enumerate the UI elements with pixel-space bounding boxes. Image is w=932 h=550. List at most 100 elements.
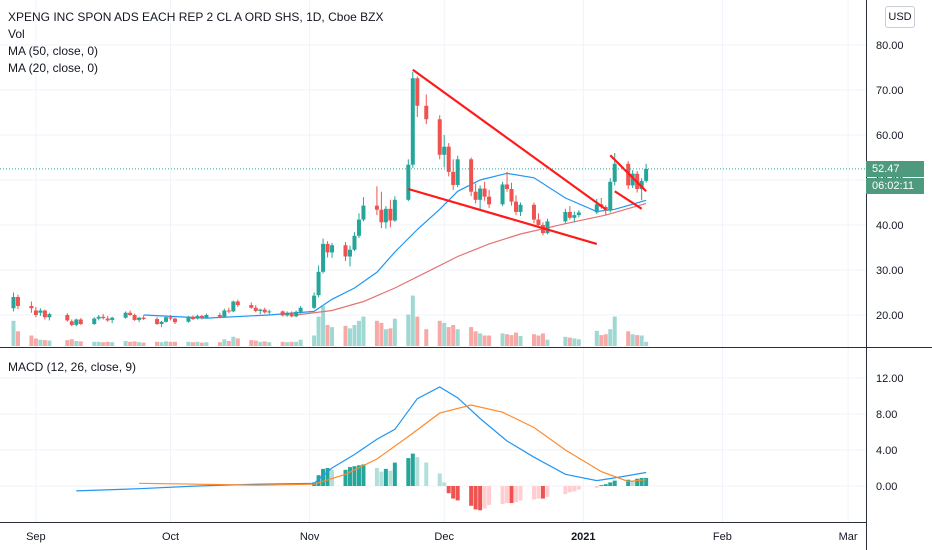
candle-body — [285, 312, 290, 316]
last-price-badge: 52.47 — [866, 161, 924, 177]
volume-bar — [96, 341, 101, 346]
volume-bar — [164, 341, 169, 346]
legend-macd[interactable]: MACD (12, 26, close, 9) — [8, 360, 137, 374]
histogram-bar — [563, 486, 568, 495]
candle — [545, 218, 550, 235]
legend-volume[interactable]: Vol — [8, 27, 25, 41]
candle-body — [514, 201, 519, 212]
candle — [473, 183, 478, 204]
candle — [128, 310, 133, 316]
candle — [361, 197, 366, 222]
volume-bar — [415, 316, 420, 346]
candle — [487, 189, 492, 208]
candle-body — [482, 188, 487, 197]
volume-bar — [253, 340, 258, 346]
histogram-bar — [406, 458, 411, 486]
candle — [536, 213, 541, 229]
trendline — [614, 190, 643, 210]
volume-bar — [258, 341, 263, 346]
volume-bar — [235, 338, 240, 346]
candle — [379, 191, 384, 229]
volume-bar — [424, 329, 429, 346]
volume-bar — [110, 342, 115, 346]
candle-body — [96, 316, 101, 319]
candle — [343, 242, 348, 261]
legend-ma20[interactable]: MA (20, close, 0) — [8, 61, 99, 75]
legend-ma50[interactable]: MA (50, close, 0) — [8, 44, 99, 58]
candle-body — [361, 205, 366, 220]
volume-bar — [101, 342, 106, 346]
candle — [482, 181, 487, 201]
volume-bar — [199, 342, 204, 346]
candle — [294, 310, 299, 318]
volume-bar — [536, 335, 541, 346]
price-tick-label: 20.00 — [876, 310, 904, 322]
candle-body — [567, 211, 572, 218]
candle-body — [383, 208, 388, 223]
currency-button[interactable]: USD — [885, 6, 915, 28]
volume-bar — [204, 342, 209, 346]
histogram-bar — [626, 479, 631, 486]
candle-body — [199, 315, 204, 318]
histogram-bar — [505, 486, 510, 504]
time-tick-label: Feb — [713, 531, 732, 543]
candle-body — [576, 212, 581, 216]
histogram-bar — [599, 485, 604, 486]
candle — [608, 178, 613, 213]
candle-body — [505, 184, 510, 189]
histogram-bar — [446, 486, 451, 494]
ma20-line — [143, 172, 647, 319]
candle — [262, 307, 267, 314]
time-tick-label: 2021 — [571, 531, 595, 543]
candle — [437, 115, 442, 160]
candle — [38, 308, 43, 316]
candle — [639, 178, 644, 201]
volume-bar — [285, 342, 290, 346]
volume-bar — [231, 336, 236, 346]
candle — [186, 315, 191, 323]
price-tick-label: 60.00 — [876, 130, 904, 142]
volume-bar — [128, 341, 133, 346]
volume-bar — [644, 341, 649, 346]
candle-body — [47, 314, 52, 318]
candle — [137, 316, 142, 323]
volume-bar — [531, 334, 536, 346]
histogram-bar — [603, 484, 608, 486]
histogram-bar — [576, 486, 581, 490]
candle — [78, 318, 83, 325]
volume-bar — [325, 325, 330, 346]
candle — [29, 301, 34, 313]
volume-bar — [518, 335, 523, 346]
candle — [253, 305, 258, 313]
candle — [478, 185, 483, 210]
candle-body — [639, 180, 644, 189]
trendline — [408, 187, 598, 245]
volume-bar — [159, 342, 164, 346]
candle-body — [168, 317, 173, 319]
volume-bar — [374, 320, 379, 346]
volume-bar — [388, 328, 393, 346]
candle-body — [500, 184, 505, 205]
candle-body — [388, 208, 393, 221]
candle-body — [325, 243, 330, 253]
histogram-bar — [567, 486, 572, 493]
candle-body — [594, 204, 599, 213]
volume-bar — [294, 341, 299, 346]
candle-body — [11, 297, 16, 309]
volume-bar — [603, 334, 608, 346]
histogram-bar — [612, 480, 617, 486]
candle-body — [74, 319, 79, 325]
candle-body — [159, 321, 164, 324]
volume-bar — [540, 333, 545, 346]
candle — [518, 202, 523, 216]
trendline — [609, 154, 647, 193]
countdown-badge: 06:02:11 — [866, 178, 924, 194]
candle-body — [65, 315, 70, 321]
volume-bar — [356, 320, 361, 346]
histogram-bar — [630, 480, 635, 486]
candle — [509, 182, 514, 206]
chart-title: XPENG INC SPON ADS EACH REP 2 CL A ORD S… — [8, 10, 384, 24]
candle — [15, 294, 20, 310]
candle — [576, 210, 581, 218]
